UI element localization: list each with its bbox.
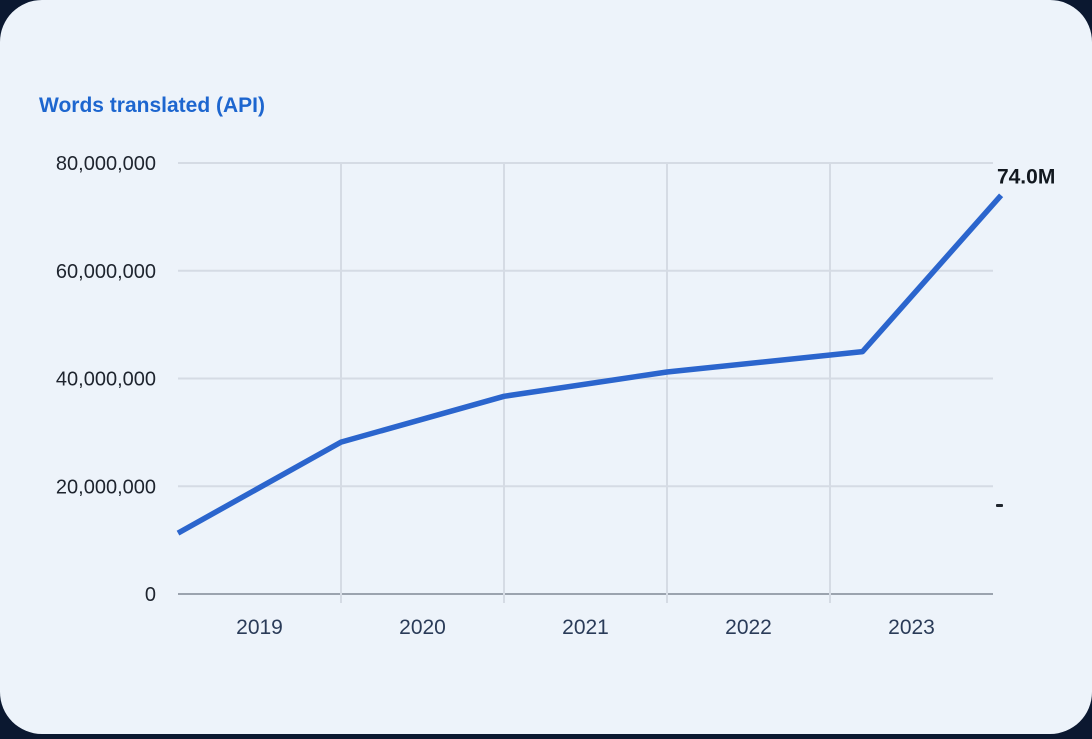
y-tick-label: 80,000,000: [56, 153, 156, 175]
chart-title: Words translated (API): [39, 94, 265, 117]
y-tick-label: 60,000,000: [56, 261, 156, 283]
x-tick-label: 2019: [236, 616, 283, 639]
x-tick-label: 2021: [562, 616, 609, 639]
y-tick-label: 40,000,000: [56, 369, 156, 391]
x-tick-label: 2023: [888, 616, 935, 639]
end-value-label: 74.0M: [997, 165, 1055, 188]
y-tick-label: 20,000,000: [56, 476, 156, 498]
stray-mark-artifact: [996, 504, 1003, 507]
data-line: [176, 193, 1004, 536]
x-tick-label: 2020: [399, 616, 446, 639]
x-tick-label: 2022: [725, 616, 772, 639]
y-tick-label: 0: [145, 584, 156, 606]
